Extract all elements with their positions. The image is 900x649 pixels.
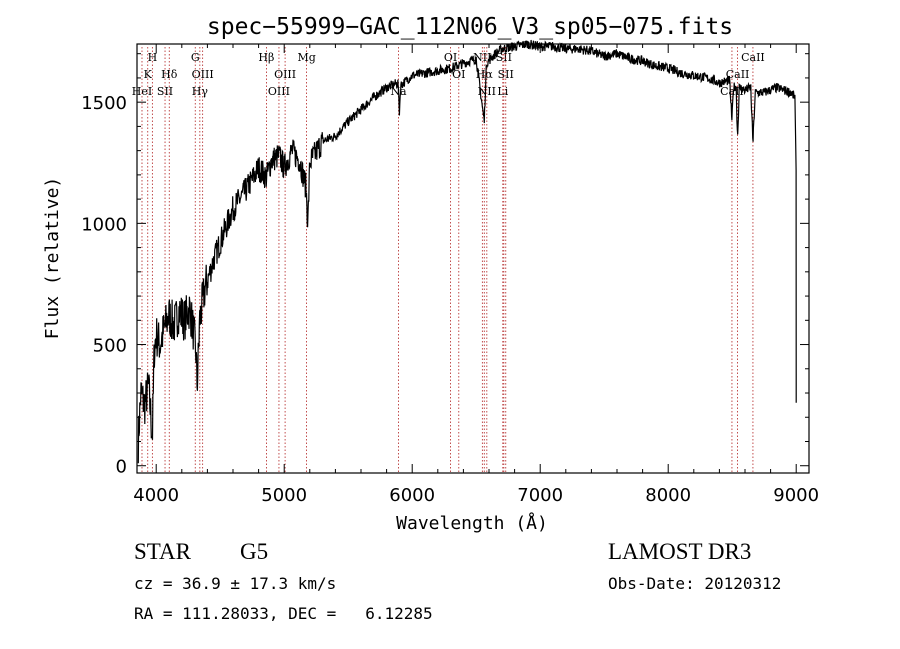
x-tick-label: 7000 (517, 485, 563, 506)
spectrum-line (137, 39, 797, 464)
y-tick-label: 0 (116, 457, 127, 478)
y-tick-label: 1000 (81, 214, 127, 235)
spectral-line-label: CaII (741, 51, 765, 64)
spectral-line-label: Mg (297, 51, 315, 64)
spectral-line-label: Hβ (258, 51, 274, 64)
x-tick-label: 6000 (389, 485, 435, 506)
y-tick-label: 1500 (81, 93, 127, 114)
x-tick-label: 9000 (773, 485, 819, 506)
survey-name: LAMOST DR3 (608, 539, 752, 564)
x-tick-label: 4000 (133, 485, 179, 506)
coordinates: RA = 111.28033, DEC = 6.12285 (134, 604, 433, 623)
spectral-line-label: H (148, 51, 158, 64)
spectral-line-label: OIII (268, 85, 290, 98)
spectral-line-label: SII (496, 51, 512, 64)
spectral-line-label: HeI (132, 85, 152, 98)
redshift-readout: cz = 36.9 ± 17.3 km/s (134, 574, 337, 593)
plot-frame (136, 43, 810, 474)
axes: 4000 5000 6000 7000 8000 9000 0 500 1000 1500 (81, 44, 819, 506)
object-class: STAR (134, 539, 191, 564)
spectral-line-label: OI (452, 68, 465, 81)
spectral-line-label: K (144, 68, 153, 81)
spectral-line-label: Hα (476, 68, 494, 81)
spectral-line-label: CaII (726, 68, 750, 81)
spectral-line-label: SII (157, 85, 173, 98)
y-axis-label: Flux (relative) (42, 177, 63, 340)
spectral-line-label: CaII (720, 85, 744, 98)
spectral-line-label: Hδ (161, 68, 178, 81)
obs-date: Obs-Date: 20120312 (608, 574, 782, 593)
spectral-line-label: NII (478, 85, 496, 98)
chart-title: spec−55999−GAC_112N06_V3_sp05−075.fits (207, 14, 733, 40)
y-tick-label: 500 (93, 336, 127, 357)
x-tick-label: 5000 (261, 485, 307, 506)
spectral-line-label: OIII (274, 68, 296, 81)
spectral-line-label: Li (497, 85, 508, 98)
subclass: G5 (240, 539, 269, 564)
x-tick-label: 8000 (645, 485, 691, 506)
spectral-line-label: Hγ (192, 85, 209, 98)
spectral-line-label: OIII (192, 68, 214, 81)
spectral-line-label: OI (444, 51, 457, 64)
x-axis-label: Wavelength (Å) (396, 512, 548, 534)
spectral-line-label: G (191, 51, 200, 64)
spectral-line-label: SII (498, 68, 514, 81)
